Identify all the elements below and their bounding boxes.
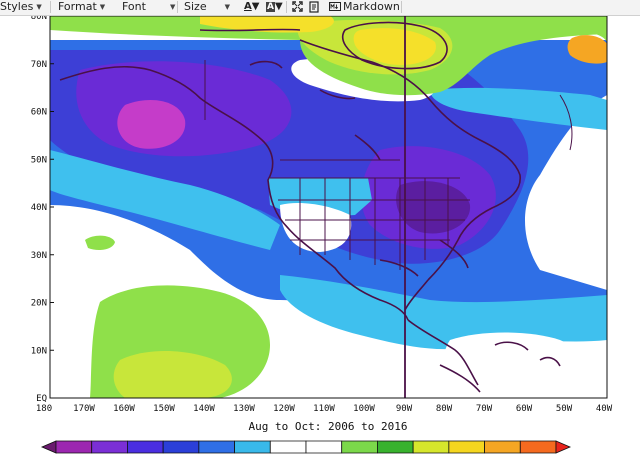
latitude-tick-label: 20N — [31, 299, 47, 309]
longitude-tick-label: 180 — [36, 404, 52, 414]
size-dropdown[interactable]: Size ▼ — [184, 0, 230, 15]
longitude-tick-label: 110W — [313, 404, 335, 414]
longitude-axis: 180 170W 160W 150W 140W 130W 120W 110W 100W 90W 80… — [36, 404, 613, 414]
state-borders-overlay — [204, 60, 573, 270]
yellow-anomaly-region — [200, 16, 334, 33]
latitude-tick-label: 70N — [31, 60, 47, 70]
maximize-icon — [292, 1, 303, 12]
chevron-down-icon: ▼ — [274, 1, 283, 12]
colorbar-swatch — [555, 440, 572, 454]
climate-anomaly-figure: EQ 10N 20N 30N 40N 50N 60N 70N 80N 180 170W 160W 15… — [0, 16, 640, 459]
chevron-down-icon: ▼ — [224, 3, 230, 11]
chevron-down-icon: ▼ — [169, 3, 176, 11]
font-dropdown[interactable]: Font ▼ — [122, 0, 175, 15]
yellow-anomaly-greenland — [353, 28, 436, 65]
colorbar-swatch — [91, 440, 128, 454]
colorbar-swatch — [519, 440, 557, 454]
map-plot-area — [50, 16, 607, 398]
colorbar-swatch — [448, 440, 485, 454]
yellow-green-anomaly-pacific — [113, 350, 232, 398]
toolbar-divider — [50, 1, 51, 13]
light-blue-west-coast — [50, 150, 280, 250]
colorbar-swatch — [162, 440, 200, 454]
longitude-tick-label: 50W — [556, 404, 573, 414]
format-label: Format — [58, 0, 97, 13]
longitude-tick-label: 40W — [596, 404, 613, 414]
longitude-tick-label: 160W — [113, 404, 135, 414]
colorbar-swatch — [198, 440, 235, 454]
styles-dropdown[interactable]: Styles ▼ — [0, 0, 42, 15]
maximize-button[interactable] — [292, 1, 303, 13]
markdown-label: Markdown — [343, 0, 400, 13]
chevron-down-icon: ▼ — [36, 3, 42, 11]
light-blue-northeast — [430, 87, 607, 130]
background-color-button[interactable]: A▼ — [266, 1, 283, 13]
colorbar-swatch — [412, 440, 450, 454]
markdown-icon — [329, 2, 341, 11]
toolbar-divider — [286, 1, 287, 13]
latitude-tick-label: 80N — [31, 16, 47, 22]
longitude-tick-label: 140W — [193, 404, 215, 414]
source-icon — [309, 1, 319, 13]
markdown-button[interactable]: Markdown — [329, 0, 400, 15]
longitude-tick-label: 60W — [516, 404, 533, 414]
colorbar-swatch — [55, 440, 93, 454]
white-neutral-caribbean — [442, 332, 587, 398]
magenta-anomaly-core — [117, 100, 186, 149]
size-label: Size — [184, 0, 207, 13]
chevron-down-icon: ▼ — [251, 1, 260, 12]
longitude-tick-label: 130W — [233, 404, 255, 414]
coastline-overlay — [59, 21, 561, 393]
latitude-axis: EQ 10N 20N 30N 40N 50N 60N 70N 80N — [31, 16, 54, 404]
text-color-button[interactable]: A▼ — [244, 1, 259, 13]
colorbar — [40, 440, 572, 454]
colorbar-swatch — [269, 440, 307, 454]
longitude-tick-label: 70W — [476, 404, 493, 414]
longitude-tick-label: 120W — [273, 404, 295, 414]
editor-toolbar: Styles ▼ Format ▼ Font ▼ Size ▼ A▼ A▼ Markdo… — [0, 0, 640, 16]
figure-subtitle: Aug to Oct: 2006 to 2016 — [249, 420, 408, 433]
longitude-tick-label: 90W — [396, 404, 413, 414]
longitude-tick-label: 80W — [436, 404, 453, 414]
toolbar-divider — [177, 1, 178, 13]
colorbar-swatch — [40, 440, 57, 454]
text-color-icon: A — [244, 1, 252, 12]
latitude-tick-label: 60N — [31, 108, 47, 118]
latitude-tick-label: 10N — [31, 346, 47, 356]
colorbar-swatch — [234, 440, 271, 454]
anomaly-map-svg: EQ 10N 20N 30N 40N 50N 60N 70N 80N 180 170W 160W 15… — [31, 16, 613, 454]
light-blue-southern-band — [280, 275, 607, 350]
latitude-tick-label: EQ — [36, 394, 47, 404]
colorbar-swatch — [377, 440, 414, 454]
longitude-tick-label: 100W — [353, 404, 375, 414]
colorbar-swatch — [341, 440, 378, 454]
source-button[interactable] — [309, 1, 319, 13]
toolbar-divider — [401, 1, 402, 13]
font-label: Font — [122, 0, 146, 13]
longitude-tick-label: 150W — [153, 404, 175, 414]
colorbar-swatch — [305, 440, 343, 454]
latitude-tick-label: 40N — [31, 203, 47, 213]
longitude-tick-label: 170W — [73, 404, 95, 414]
green-anomaly-small — [85, 235, 115, 250]
chevron-down-icon: ▼ — [99, 3, 106, 11]
background-color-icon: A — [266, 2, 275, 12]
orange-anomaly-iceland — [567, 35, 607, 64]
green-anomaly-iceland-ring — [564, 27, 607, 43]
colorbar-swatch — [127, 440, 164, 454]
latitude-tick-label: 50N — [31, 155, 47, 165]
format-dropdown[interactable]: Format ▼ — [58, 0, 105, 15]
colorbar-swatch — [484, 440, 521, 454]
styles-label: Styles — [0, 0, 34, 13]
latitude-tick-label: 30N — [31, 251, 47, 261]
